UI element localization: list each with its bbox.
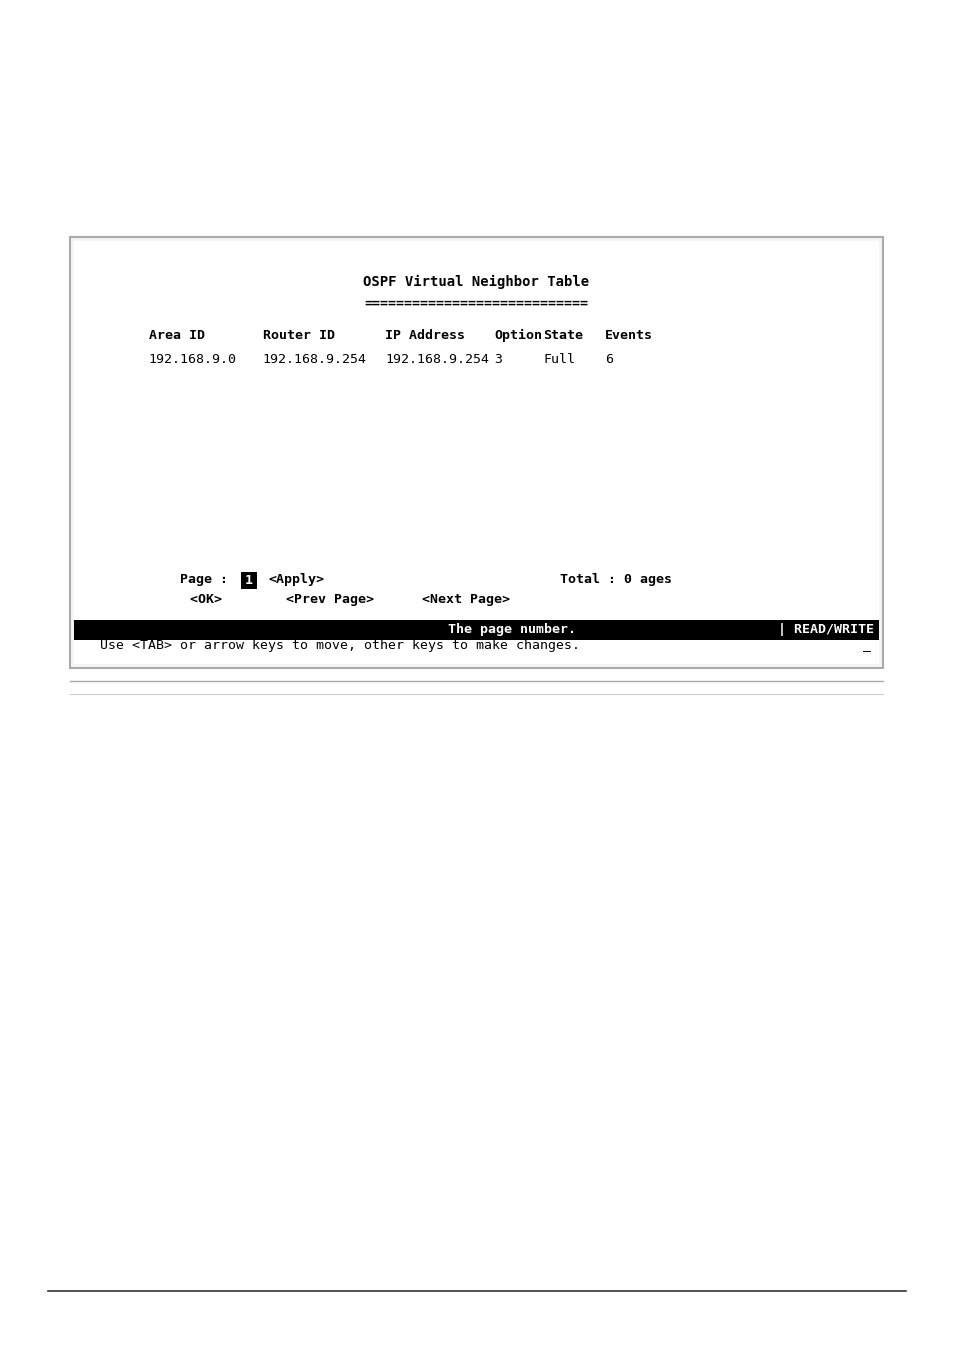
Text: The page number.: The page number.	[376, 624, 576, 636]
Text: State: State	[542, 330, 582, 342]
Text: <Apply>: <Apply>	[268, 574, 324, 586]
Text: 3: 3	[494, 353, 502, 366]
Text: 1: 1	[245, 574, 253, 586]
Text: Full: Full	[542, 353, 575, 366]
Text: OSPF Virtual Neighbor Table: OSPF Virtual Neighbor Table	[363, 276, 589, 289]
Bar	[70, 236, 882, 667]
Text: Area ID: Area ID	[149, 330, 205, 342]
Bar	[241, 571, 256, 589]
Text: Option: Option	[494, 330, 542, 342]
Text: _: _	[862, 639, 870, 653]
Text: Page :: Page :	[180, 574, 235, 586]
Text: ============================: ============================	[364, 297, 588, 309]
Text: IP Address: IP Address	[385, 330, 465, 342]
Text: 192.168.9.0: 192.168.9.0	[149, 353, 236, 366]
Text: Events: Events	[604, 330, 652, 342]
Bar	[74, 620, 878, 640]
Text: 192.168.9.254: 192.168.9.254	[385, 353, 489, 366]
Text: Router ID: Router ID	[262, 330, 335, 342]
Text: Total : 0 ages: Total : 0 ages	[559, 574, 671, 586]
Text: <OK>        <Prev Page>      <Next Page>: <OK> <Prev Page> <Next Page>	[190, 593, 510, 607]
Text: 192.168.9.254: 192.168.9.254	[262, 353, 366, 366]
Text: | READ/WRITE: | READ/WRITE	[778, 624, 873, 636]
Bar	[74, 240, 878, 663]
Text: 6: 6	[604, 353, 613, 366]
Text: Use <TAB> or arrow keys to move, other keys to make changes.: Use <TAB> or arrow keys to move, other k…	[84, 639, 579, 653]
